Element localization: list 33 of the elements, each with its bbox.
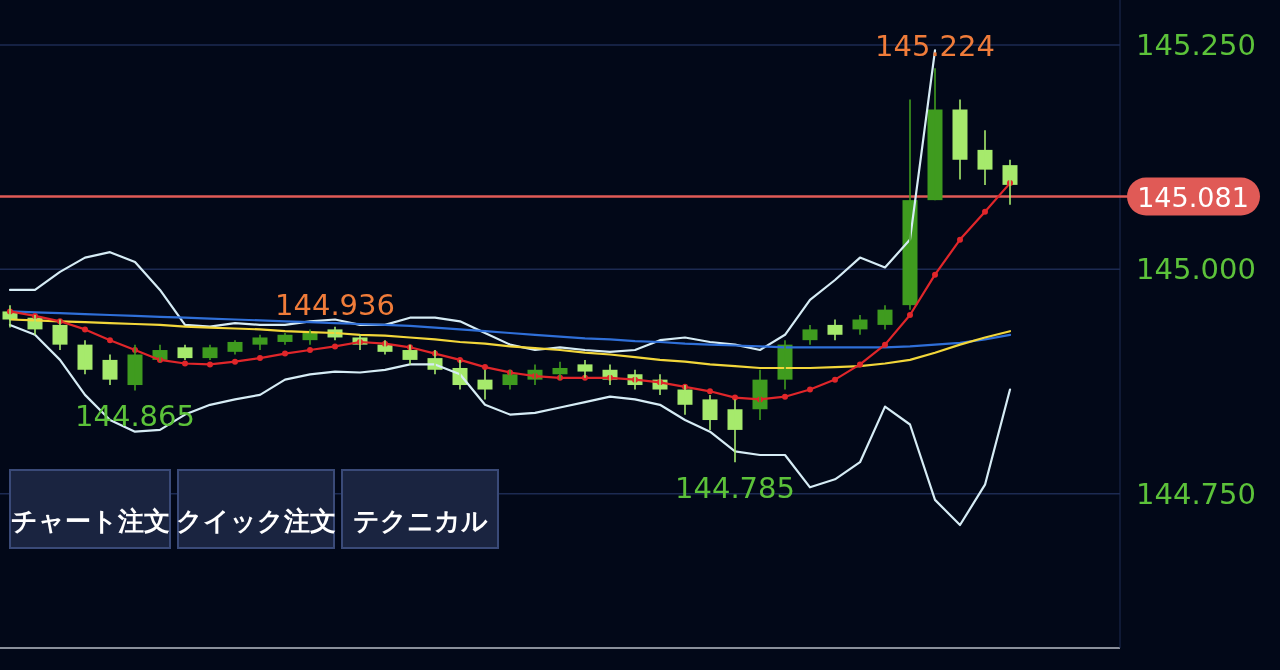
point: [82, 326, 88, 333]
point: [957, 236, 963, 243]
point: [207, 361, 213, 368]
point: [332, 343, 338, 350]
point: [882, 341, 888, 348]
point: [982, 208, 988, 215]
point: [832, 376, 838, 383]
annotation: 144.785: [675, 471, 795, 506]
button: テクニカル: [341, 469, 499, 549]
point: [282, 350, 288, 357]
button: チャート注文: [9, 469, 171, 549]
point: [932, 271, 938, 278]
y-tick-label: 145.000: [1136, 252, 1256, 287]
annotation: チャート注文: [10, 506, 170, 536]
point: [307, 347, 313, 354]
ref-line-label: 145.081: [1137, 181, 1249, 213]
point: [257, 355, 263, 362]
point: [232, 358, 238, 365]
point: [807, 386, 813, 393]
point: [107, 337, 113, 344]
button: クイック注文: [176, 469, 336, 549]
point: [782, 393, 788, 400]
point: [182, 360, 188, 367]
annotation: テクニカル: [352, 506, 488, 536]
annotation: 144.936: [275, 287, 395, 322]
y-tick-label: 145.250: [1136, 27, 1256, 62]
y-tick-label: 144.750: [1136, 476, 1256, 511]
annotation: 145.224: [875, 29, 995, 64]
annotation: クイック注文: [176, 506, 336, 536]
point: [857, 361, 863, 368]
point: [482, 364, 488, 371]
point: [707, 388, 713, 395]
point: [907, 312, 913, 319]
